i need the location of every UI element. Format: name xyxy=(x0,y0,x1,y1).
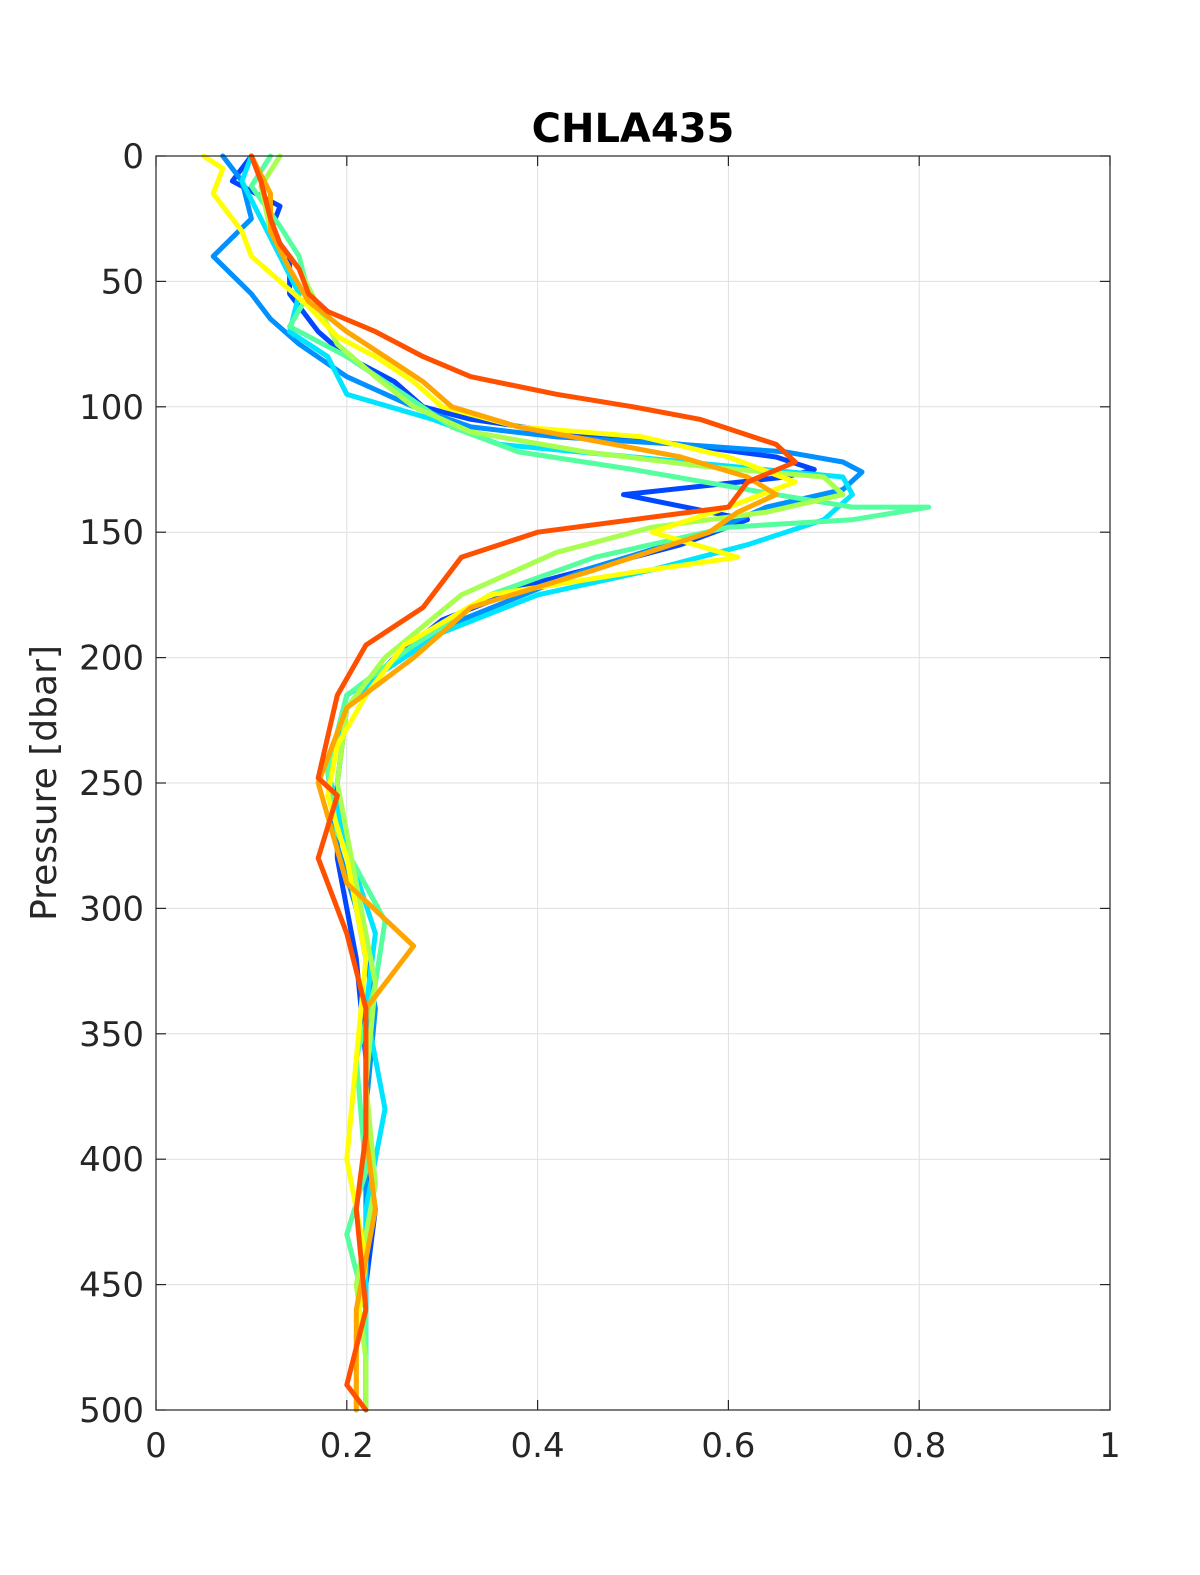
y-tick-label: 400 xyxy=(79,1140,144,1180)
x-tick-label: 0.6 xyxy=(701,1426,755,1466)
ticks xyxy=(155,155,1111,1411)
x-tick-label: 0.2 xyxy=(320,1426,374,1466)
y-tick-label: 450 xyxy=(79,1266,144,1306)
x-tick-labels: 0 0.2 0.4 0.6 0.8 1 xyxy=(145,1426,1121,1466)
x-tick-label: 0.8 xyxy=(892,1426,946,1466)
x-tick-label: 0 xyxy=(145,1426,167,1466)
series-group xyxy=(201,153,932,1413)
y-axis-label: Pressure [dbar] xyxy=(24,645,65,921)
y-tick-label: 250 xyxy=(79,764,144,804)
y-tick-label: 500 xyxy=(79,1391,144,1431)
x-tick-label: 1 xyxy=(1099,1426,1121,1466)
y-tick-label: 100 xyxy=(79,388,144,428)
y-tick-label: 300 xyxy=(79,889,144,929)
y-tick-label: 350 xyxy=(79,1015,144,1055)
series-line-8 xyxy=(248,153,798,1413)
y-tick-labels: 0 50 100 150 200 250 300 350 400 450 500 xyxy=(79,137,144,1431)
x-tick-label: 0.4 xyxy=(511,1426,565,1466)
series-line-5 xyxy=(258,153,846,1413)
y-tick-label: 150 xyxy=(79,513,144,553)
chart-title: CHLA435 xyxy=(532,106,735,152)
y-tick-label: 50 xyxy=(101,262,144,302)
y-tick-label: 0 xyxy=(122,137,144,177)
y-tick-label: 200 xyxy=(79,639,144,679)
